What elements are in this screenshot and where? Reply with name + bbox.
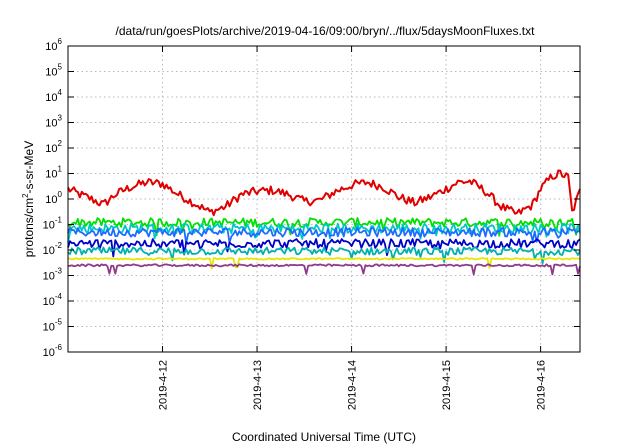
y-tick-label: 106 xyxy=(45,37,62,53)
series-line xyxy=(67,226,581,245)
x-tick-label: 2019-4-15 xyxy=(441,360,453,410)
x-tick-label: 2019-4-13 xyxy=(252,360,264,410)
series-line xyxy=(67,238,581,258)
y-axis-label: protons/cm2-s-sr-MeV xyxy=(21,141,36,257)
x-axis-label: Coordinated Universal Time (UTC) xyxy=(232,430,416,444)
series-line xyxy=(67,257,581,270)
y-tick-label: 102 xyxy=(45,139,62,155)
y-tick-label: 10-6 xyxy=(43,343,63,359)
x-tick-label: 2019-4-16 xyxy=(536,360,548,410)
y-tick-label: 100 xyxy=(45,190,62,206)
y-tick-label: 104 xyxy=(45,88,62,104)
y-tick-label: 103 xyxy=(45,114,62,130)
series-line xyxy=(67,263,581,276)
axis-ticks: 10-6 10-5 10-4 10-3 10-2 10-1 100 101 102 103 104 1… xyxy=(43,37,580,410)
series-line xyxy=(67,169,581,217)
y-tick-label: 10-3 xyxy=(43,267,63,283)
x-tick-label: 2019-4-14 xyxy=(347,360,359,410)
series-line xyxy=(67,246,581,265)
y-tick-label: 105 xyxy=(45,63,62,79)
y-tick-label: 10-4 xyxy=(43,292,63,308)
chart-title: /data/run/goesPlots/archive/2019-04-16/0… xyxy=(116,24,536,38)
y-tick-label: 10-2 xyxy=(43,241,63,257)
y-tick-label: 10-1 xyxy=(43,216,63,232)
y-tick-label: 10-5 xyxy=(43,318,63,334)
y-tick-label: 101 xyxy=(45,165,62,181)
x-tick-label: 2019-4-12 xyxy=(158,360,170,410)
series-line xyxy=(67,222,581,243)
grid-lines xyxy=(68,46,580,352)
series-lines xyxy=(67,169,581,276)
